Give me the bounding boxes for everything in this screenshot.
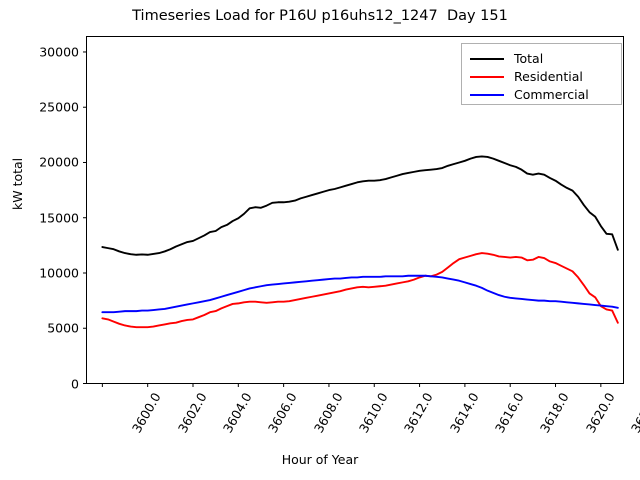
y-tick-label: 0 (71, 376, 79, 391)
legend-item-total[interactable]: Total (470, 50, 543, 68)
series-line-commercial (101, 274, 619, 314)
legend[interactable]: Total Residential Commercial (461, 43, 622, 105)
legend-swatch-commercial (470, 94, 504, 96)
data-series-layer (101, 155, 619, 329)
y-tick-label-group: 0 5000 10000 15000 20000 25000 30000 (0, 0, 79, 480)
axes-frame (86, 36, 624, 384)
legend-item-residential[interactable]: Residential (470, 68, 583, 86)
y-tick-label: 25000 (39, 99, 79, 115)
y-tick-label: 15000 (39, 210, 79, 226)
y-tick-label: 10000 (39, 265, 79, 281)
tick-marks (83, 51, 602, 387)
legend-swatch-total (470, 58, 504, 60)
y-tick-label: 30000 (39, 44, 79, 60)
legend-swatch-residential (470, 76, 504, 78)
y-tick-label: 20000 (39, 154, 79, 170)
legend-label: Total (514, 51, 544, 66)
legend-label: Residential (514, 69, 583, 84)
x-axis-label: Hour of Year (281, 452, 359, 467)
y-tick-label: 5000 (47, 320, 79, 336)
chart-title: Timeseries Load for P16U p16uhs12_1247 D… (132, 8, 508, 24)
series-line-residential (101, 252, 619, 329)
legend-label: Commercial (514, 87, 589, 102)
series-line-total (101, 155, 619, 256)
legend-item-commercial[interactable]: Commercial (470, 86, 589, 104)
